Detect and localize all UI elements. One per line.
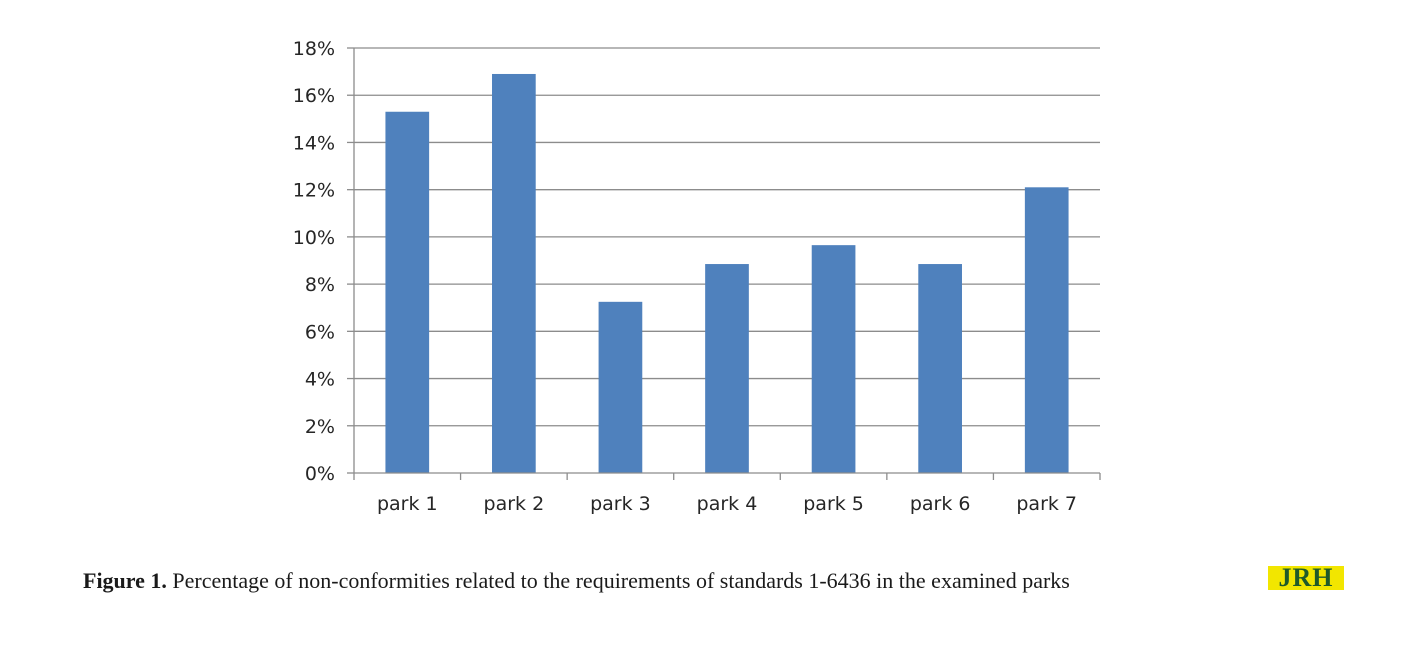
bars <box>385 73 1069 474</box>
x-tick-label: park 4 <box>697 493 758 515</box>
jrh-logo: JRH <box>1268 566 1344 590</box>
x-tick-label: park 5 <box>803 493 864 515</box>
y-tick-label: 8% <box>305 274 335 296</box>
bar-2 <box>492 73 536 473</box>
tick-labels: 0% 2% 4% 6% 8% 10% 12% 14% 16% 18% park 1 park 2 par… <box>293 38 1077 515</box>
bar-7 <box>1024 187 1069 474</box>
bar-chart: 0% 2% 4% 6% 8% 10% 12% 14% 16% 18% park 1 park 2 par… <box>293 38 1101 515</box>
y-tick-label: 6% <box>305 321 335 343</box>
bar-1 <box>385 111 430 473</box>
y-tick-label: 10% <box>293 227 335 249</box>
x-tick-label: park 1 <box>377 493 438 515</box>
gridlines <box>354 47 1100 427</box>
y-tick-label: 16% <box>293 85 335 107</box>
y-tick-label: 2% <box>305 416 335 438</box>
figure-caption: Figure 1. Percentage of non-conformities… <box>83 568 1070 594</box>
figure-caption-text: Percentage of non-conformities related t… <box>166 568 1070 593</box>
bar-3 <box>598 301 643 473</box>
x-tick-label: park 3 <box>590 493 651 515</box>
x-tick-label: park 6 <box>910 493 971 515</box>
jrh-logo-text: JRH <box>1279 566 1334 590</box>
y-tick-label: 12% <box>293 180 335 202</box>
bar-6 <box>918 264 962 473</box>
x-tick-label: park 7 <box>1016 493 1077 515</box>
y-tick-label: 14% <box>293 132 335 154</box>
bar-4 <box>705 264 749 473</box>
y-tick-label: 4% <box>305 369 335 391</box>
axes <box>347 47 1101 480</box>
figure-caption-label: Figure 1. <box>83 568 167 593</box>
y-tick-label: 18% <box>293 38 335 60</box>
y-tick-label: 0% <box>305 463 335 485</box>
bar-5 <box>811 245 856 473</box>
x-tick-label: park 2 <box>484 493 545 515</box>
